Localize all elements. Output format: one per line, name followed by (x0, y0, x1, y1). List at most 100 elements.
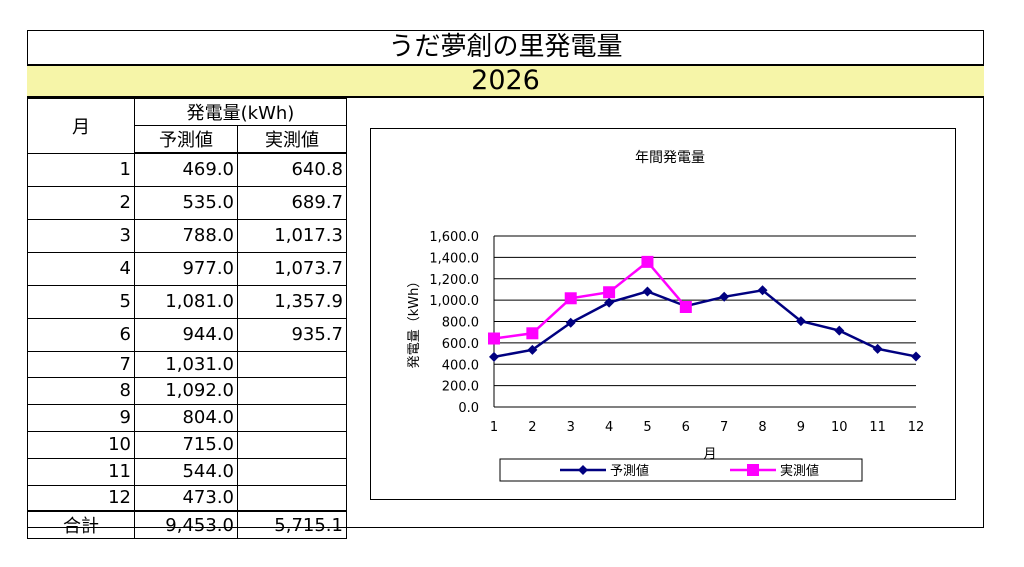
x-tick-label: 8 (758, 420, 766, 435)
y-tick-label: 600.0 (442, 337, 479, 352)
predicted-cell: 1,031.0 (134, 350, 238, 378)
series-line (493, 288, 917, 359)
actual-cell (237, 376, 347, 405)
month-cell: 1 (27, 152, 135, 187)
data-point (795, 316, 806, 327)
data-point (604, 297, 615, 308)
month-cell: 7 (27, 350, 135, 378)
predicted-cell: 715.0 (134, 430, 238, 459)
legend-label: 実測値 (780, 463, 819, 479)
month-cell: 5 (27, 284, 135, 319)
x-tick-label: 4 (605, 420, 613, 435)
table-row: 9 804.0 (27, 403, 347, 432)
actual-cell: 640.8 (237, 152, 347, 187)
actual-cell (237, 350, 347, 378)
total-predicted: 9,453.0 (134, 510, 238, 539)
actual-cell (237, 403, 347, 432)
x-tick-label: 11 (869, 420, 886, 435)
table-row: 3 788.0 1,017.3 (27, 218, 347, 253)
x-tick-label: 2 (528, 420, 536, 435)
data-point (565, 317, 576, 328)
legend-marker (747, 464, 759, 476)
x-tick-label: 5 (643, 420, 651, 435)
actual-cell: 1,017.3 (237, 218, 347, 253)
actual-cell: 689.7 (237, 185, 347, 220)
table-row: 12 473.0 (27, 484, 347, 512)
x-axis-label: 月 (703, 447, 716, 462)
table-row: 8 1,092.0 (27, 376, 347, 405)
data-point (911, 351, 921, 362)
legend-marker (578, 465, 588, 475)
table-row: 6 944.0 935.7 (27, 317, 347, 352)
month-cell: 6 (27, 317, 135, 352)
table-row: 7 1,031.0 (27, 350, 347, 378)
y-tick-label: 400.0 (442, 358, 479, 373)
month-cell: 4 (27, 251, 135, 286)
predicted-cell: 544.0 (134, 457, 238, 486)
y-tick-label: 1,600.0 (429, 230, 479, 245)
month-cell: 8 (27, 376, 135, 405)
table-row: 2 535.0 689.7 (27, 185, 347, 220)
data-point (564, 292, 577, 305)
actual-cell (237, 484, 347, 512)
total-actual: 5,715.1 (237, 510, 347, 539)
month-cell: 2 (27, 185, 135, 220)
x-tick-label: 12 (908, 420, 925, 435)
data-point (527, 344, 538, 355)
series-line (493, 260, 687, 340)
data-point (489, 351, 499, 362)
actual-cell (237, 430, 347, 459)
table-row: 11 544.0 (27, 457, 347, 486)
chart-title: 年間発電量 (635, 150, 705, 166)
y-tick-label: 200.0 (442, 380, 479, 395)
actual-cell: 935.7 (237, 317, 347, 352)
predicted-cell: 977.0 (134, 251, 238, 286)
month-cell: 12 (27, 484, 135, 512)
total-row: 合計 9,453.0 5,715.1 (27, 510, 347, 539)
month-cell: 10 (27, 430, 135, 459)
data-point (872, 343, 883, 354)
actual-header: 実測値 (237, 125, 347, 154)
predicted-cell: 804.0 (134, 403, 238, 432)
table-row: 4 977.0 1,073.7 (27, 251, 347, 286)
predicted-cell: 469.0 (134, 152, 238, 187)
table-row: 5 1,081.0 1,357.9 (27, 284, 347, 319)
data-point (719, 291, 730, 302)
y-tick-label: 1,400.0 (429, 251, 479, 266)
y-axis-label: 発電量（kWh） (407, 275, 422, 369)
predicted-cell: 788.0 (134, 218, 238, 253)
x-tick-label: 7 (720, 420, 728, 435)
actual-cell (237, 457, 347, 486)
x-tick-label: 10 (831, 420, 848, 435)
y-tick-label: 1,000.0 (429, 294, 479, 309)
table-row: 10 715.0 (27, 430, 347, 459)
predicted-cell: 535.0 (134, 185, 238, 220)
month-cell: 3 (27, 218, 135, 253)
y-tick-label: 800.0 (442, 316, 479, 331)
data-point (642, 286, 653, 297)
total-label: 合計 (27, 510, 135, 539)
predicted-cell: 473.0 (134, 484, 238, 512)
month-cell: 11 (27, 457, 135, 486)
data-point (526, 327, 539, 340)
x-tick-label: 1 (490, 420, 498, 435)
data-point (641, 255, 654, 268)
actual-cell: 1,073.7 (237, 251, 347, 286)
table-row: 1 469.0 640.8 (27, 152, 347, 187)
generation-header: 発電量(kWh) (134, 98, 347, 126)
predicted-cell: 1,092.0 (134, 376, 238, 405)
data-point (757, 285, 768, 296)
x-tick-label: 6 (682, 420, 690, 435)
predicted-cell: 944.0 (134, 317, 238, 352)
year-banner: 2026 (27, 64, 984, 98)
data-point (679, 300, 692, 313)
x-tick-label: 9 (797, 420, 805, 435)
predicted-cell: 1,081.0 (134, 284, 238, 319)
page-title: うだ夢創の里発電量 (388, 32, 623, 62)
annual-generation-chart: 年間発電量 0.0 200.0 400.0 600.0 800.0 1,000.0 1,200… (370, 128, 956, 500)
month-cell: 9 (27, 403, 135, 432)
x-tick-label: 3 (567, 420, 575, 435)
generation-table: 月 発電量(kWh) 予測値 実測値 1 469.0 640.8 2 535.0 689.… (27, 98, 347, 539)
y-tick-label: 1,200.0 (429, 273, 479, 288)
data-point (603, 286, 616, 299)
